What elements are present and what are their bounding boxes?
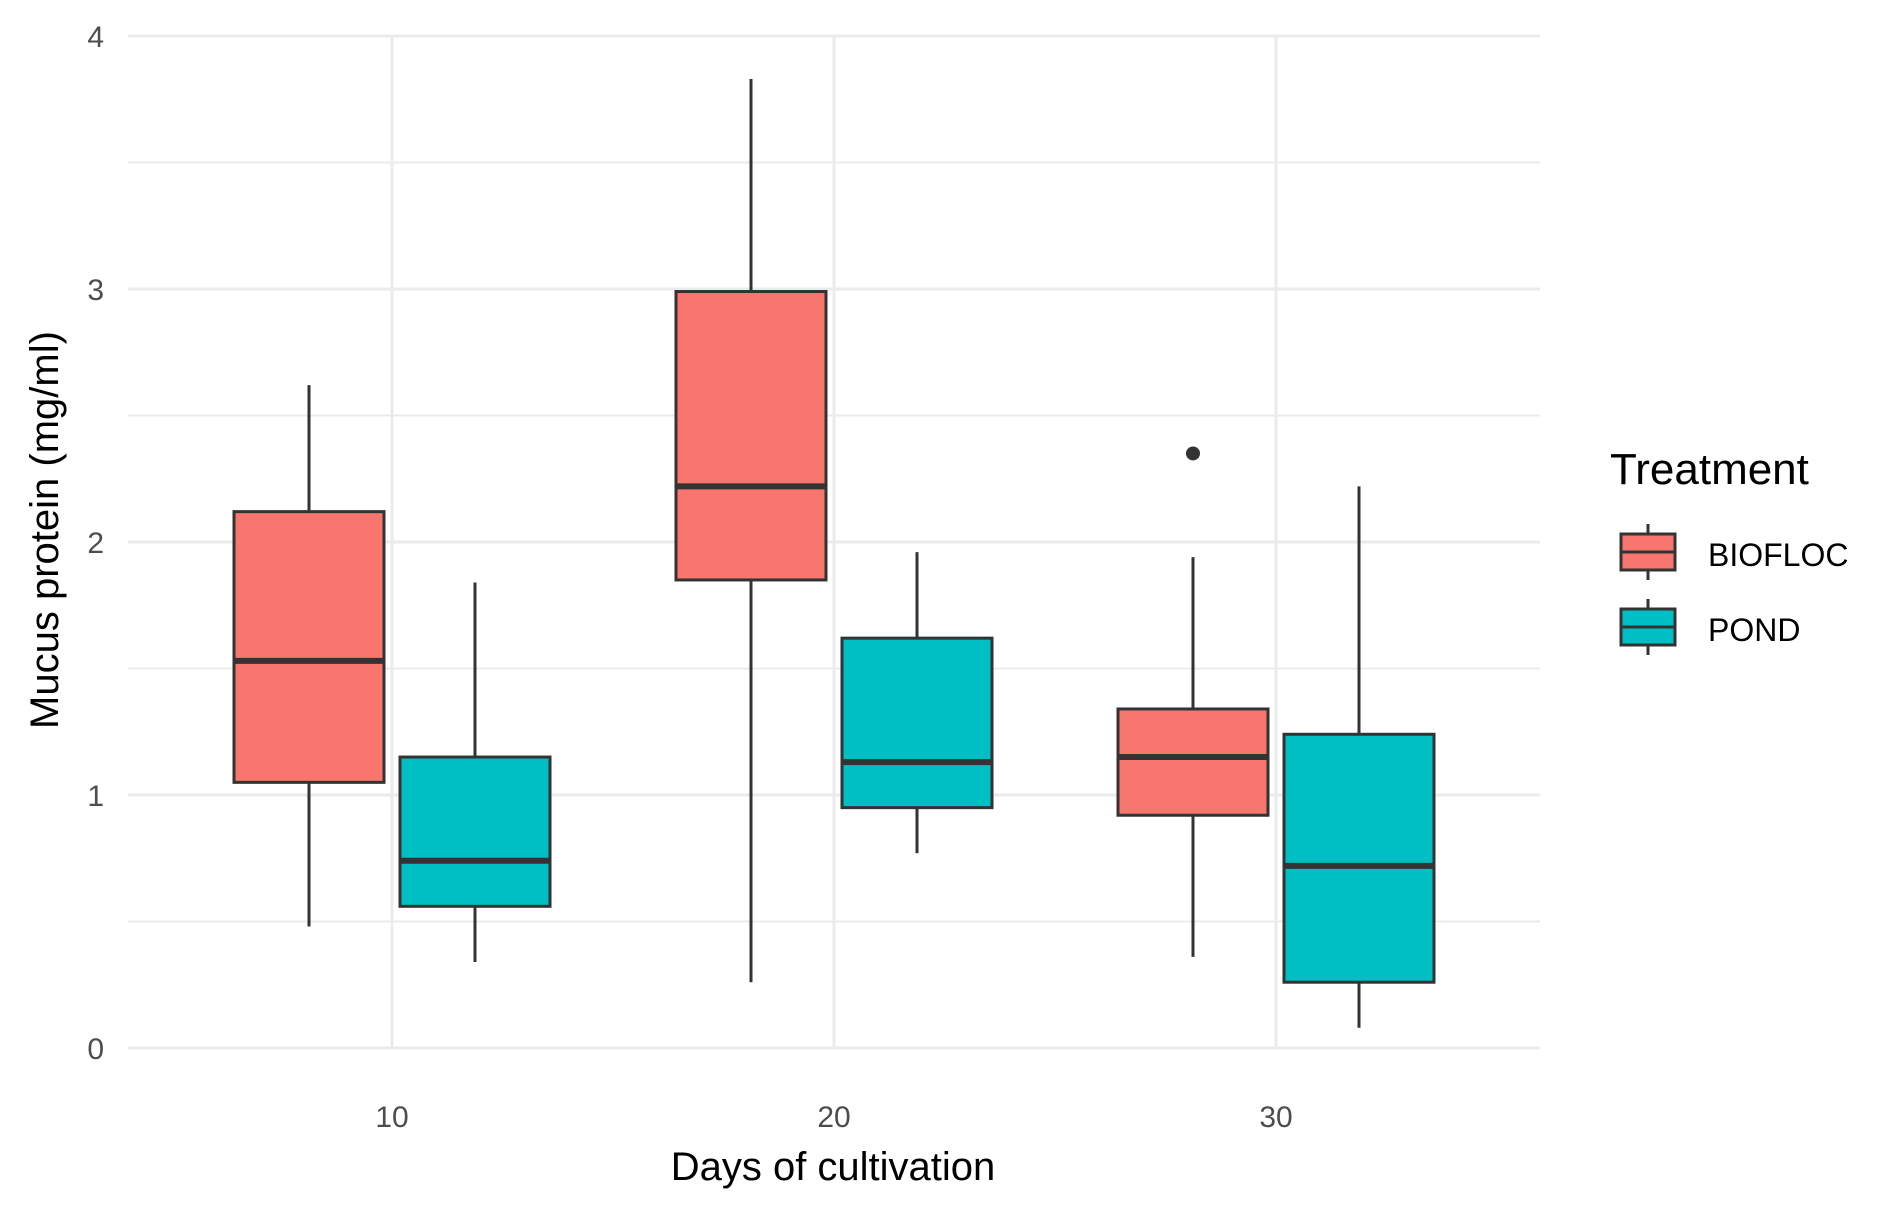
y-tick-label: 3 <box>87 274 104 307</box>
x-tick-label: 10 <box>375 1101 408 1134</box>
legend-title: Treatment <box>1610 445 1809 494</box>
legend-keys <box>1619 524 1677 655</box>
box-pond-30 <box>1282 486 1436 1028</box>
outlier-point <box>1186 446 1200 461</box>
box-biofloc-10 <box>232 385 386 927</box>
legend-key-pond <box>1619 599 1677 655</box>
box-pond-20 <box>840 552 994 854</box>
box-body <box>232 510 386 784</box>
x-tick-label: 30 <box>1259 1101 1292 1134</box>
box-biofloc-20 <box>674 79 828 983</box>
x-tick-label: 20 <box>817 1101 850 1134</box>
box-body <box>1282 732 1436 984</box>
x-axis-title: Days of cultivation <box>671 1145 996 1189</box>
y-tick-label: 2 <box>87 527 104 560</box>
box-body <box>674 290 828 582</box>
box-biofloc-30 <box>1116 446 1270 957</box>
box-pond-10 <box>398 582 552 962</box>
y-tick-label: 0 <box>87 1033 104 1066</box>
box-body <box>1116 707 1270 817</box>
y-tick-label: 1 <box>87 780 104 813</box>
box-marks <box>232 79 1436 1028</box>
y-axis-title: Mucus protein (mg/ml) <box>23 331 67 729</box>
axis-ticks: 0 1 2 3 4 10 20 30 <box>87 21 1292 1134</box>
y-tick-label: 4 <box>87 21 104 54</box>
legend-label-biofloc: BIOFLOC <box>1708 537 1848 573</box>
legend: Treatment BIOFLOC POND <box>1610 445 1848 655</box>
box-body <box>398 755 552 908</box>
legend-label-pond: POND <box>1708 612 1800 648</box>
legend-key-biofloc <box>1619 524 1677 580</box>
box-body <box>840 636 994 810</box>
